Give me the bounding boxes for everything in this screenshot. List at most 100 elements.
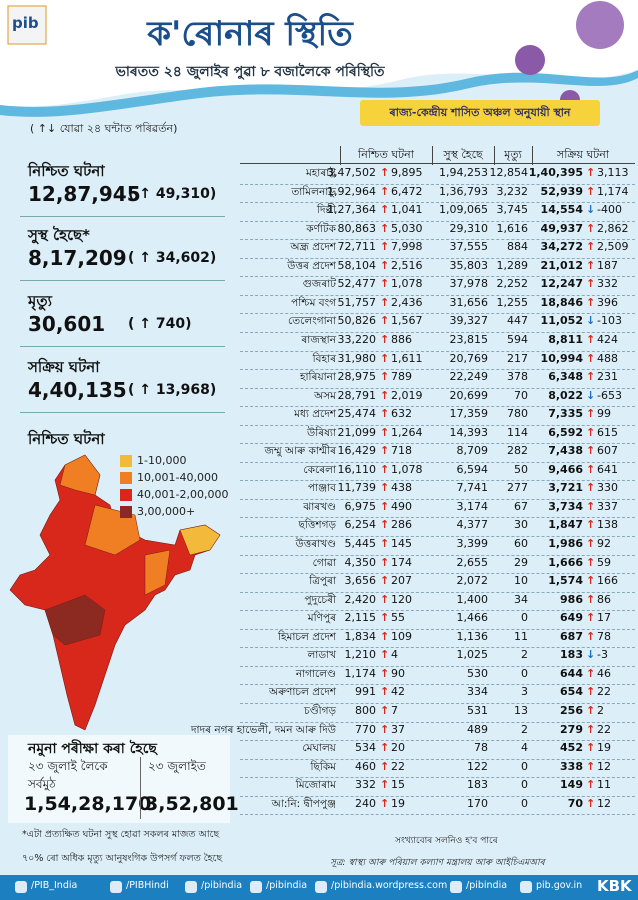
social-link[interactable]: pib.gov.in xyxy=(536,880,583,891)
cell: লাডাখ xyxy=(307,649,336,662)
cell: 5,445 xyxy=(344,537,377,550)
cell: 641 xyxy=(597,462,618,476)
stat-value: 12,87,945 xyxy=(28,182,141,206)
subtitle: ভাৰতত ২৪ জুলাইৰ পুৱা ৮ বজালৈকে পৰিস্থিতি xyxy=(115,64,385,80)
trend-arrow: ↑ xyxy=(380,722,390,736)
column-header: মৃত্যু xyxy=(494,146,531,165)
cell: 654 xyxy=(560,685,583,699)
cell: ছত্তিশগড় xyxy=(298,519,336,532)
legend-label: 40,001-2,00,000 xyxy=(137,488,229,501)
social-icon xyxy=(15,881,27,893)
trend-arrow: ↑ xyxy=(380,258,390,272)
row-divider xyxy=(240,202,635,204)
trend-arrow: ↑ xyxy=(586,407,596,421)
cell: 489 xyxy=(467,722,488,736)
cell: 166 xyxy=(597,574,618,588)
trend-arrow: ↑ xyxy=(380,295,390,309)
cell: 332 xyxy=(597,277,618,291)
row-divider xyxy=(240,387,635,389)
cell: 8,022 xyxy=(548,388,583,402)
divider xyxy=(20,280,225,281)
cell: 19 xyxy=(597,741,611,755)
cell: 21,099 xyxy=(337,425,377,439)
cell: 594 xyxy=(507,332,528,346)
divider xyxy=(20,216,225,217)
cell: 1,400 xyxy=(456,592,489,606)
cell: দাদৰ নগৰ হাভেলী, দমন আৰু দিউ xyxy=(191,723,336,736)
cell: 3,113 xyxy=(597,166,629,179)
cell: 31,980 xyxy=(337,351,377,365)
cell: 11,052 xyxy=(540,314,583,328)
trend-arrow: ↑ xyxy=(586,722,596,736)
cell: 424 xyxy=(597,332,618,346)
row-divider xyxy=(240,424,635,426)
cell: উত্তৰ প্ৰদেশ xyxy=(287,259,336,272)
social-link[interactable]: /PIBHindi xyxy=(126,880,169,891)
cell: 644 xyxy=(560,666,583,680)
social-link[interactable]: /pibindia xyxy=(466,880,508,891)
cell: 52,939 xyxy=(540,184,583,198)
divider xyxy=(20,412,225,413)
trend-arrow: ↑ xyxy=(380,462,390,476)
cell: 687 xyxy=(560,629,583,643)
cell: 3,399 xyxy=(456,537,489,550)
cell: 1,611 xyxy=(391,351,423,365)
row-divider xyxy=(240,239,635,241)
cell: 2,420 xyxy=(344,592,377,606)
social-link[interactable]: /pibindia xyxy=(266,880,308,891)
trend-arrow: ↑ xyxy=(586,518,596,532)
stat-label: সুস্থ হৈছে* xyxy=(28,226,90,244)
cell: তেলেংগানা xyxy=(288,315,336,328)
stat-label: নিশ্চিত ঘটনা xyxy=(28,162,105,180)
cell: 0 xyxy=(521,796,528,810)
cell: 10,994 xyxy=(540,351,583,365)
cell: মিজোৰাম xyxy=(295,779,336,792)
cell: 22 xyxy=(597,685,611,699)
row-divider xyxy=(240,684,635,686)
cell: 19 xyxy=(391,796,405,810)
cell: 30 xyxy=(514,518,528,532)
cell: 256 xyxy=(560,703,583,717)
social-link[interactable]: /pibindia.wordpress.com xyxy=(331,880,448,891)
cell: 8,811 xyxy=(548,332,583,346)
cell: 447 xyxy=(507,314,528,328)
cell: 34,272 xyxy=(540,240,583,254)
social-link[interactable]: /pibindia xyxy=(201,880,243,891)
cell: 22,249 xyxy=(449,370,489,384)
cell: 149 xyxy=(560,778,583,792)
cell: 183 xyxy=(467,778,488,792)
row-divider xyxy=(240,350,635,352)
row-divider xyxy=(240,443,635,445)
cell: 13 xyxy=(514,703,528,717)
cell: 1,136 xyxy=(456,629,489,643)
cell: 5,030 xyxy=(391,221,423,235)
cell: 187 xyxy=(597,258,618,272)
cell: 33,220 xyxy=(337,332,377,346)
social-icon xyxy=(520,881,532,893)
trend-arrow: ↑ xyxy=(586,759,596,773)
cell: 92 xyxy=(597,537,611,550)
cell: 490 xyxy=(391,499,412,513)
column-header: নিশ্চিত ঘটনা xyxy=(340,146,431,165)
row-divider xyxy=(240,461,635,463)
cell: 12,247 xyxy=(540,277,583,291)
cell: 2,436 xyxy=(391,295,423,309)
social-link[interactable]: /PIB_India xyxy=(31,880,78,891)
cell: 46 xyxy=(597,666,611,680)
trend-arrow: ↑ xyxy=(586,258,596,272)
stat-label: সক্ৰিয় ঘটনা xyxy=(28,358,100,376)
trend-arrow: ↑ xyxy=(586,351,596,365)
social-icon xyxy=(315,881,327,893)
trend-arrow: ↑ xyxy=(380,240,390,254)
tests-title: নমুনা পৰীক্ষা কৰা হৈছে xyxy=(28,741,157,757)
cell: 17 xyxy=(597,611,611,625)
social-icon xyxy=(110,881,122,893)
cell: 34 xyxy=(514,592,528,606)
legend-label: 3,00,000+ xyxy=(137,505,196,518)
cell: হিমাচল প্ৰদেশ xyxy=(277,630,336,643)
cell: 330 xyxy=(597,481,618,495)
cell: 277 xyxy=(507,481,528,495)
cell: 531 xyxy=(467,703,488,717)
row-divider xyxy=(240,183,635,185)
cell: অৰুণাচল প্ৰদেশ xyxy=(268,686,336,699)
